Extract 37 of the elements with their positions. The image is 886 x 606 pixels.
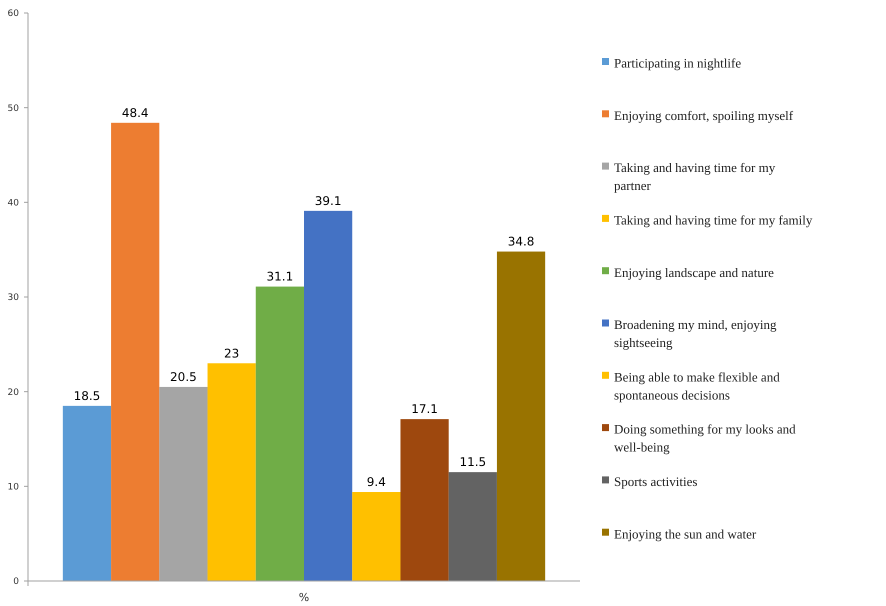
legend-label: Enjoying the sun and water <box>614 526 757 542</box>
data-label: 20.5 <box>170 370 197 384</box>
bar <box>448 472 497 581</box>
legend-label: Taking and having time for my family <box>614 212 813 228</box>
legend-label: Sports activities <box>614 474 698 489</box>
y-tick-label: 40 <box>8 198 20 208</box>
data-label: 48.4 <box>122 106 149 120</box>
x-tick-label: % <box>298 591 310 604</box>
bar <box>400 419 449 581</box>
y-tick-label: 0 <box>13 577 20 588</box>
bar <box>62 406 112 581</box>
legend-label: Participating in nightlife <box>614 56 742 71</box>
y-tick-label: 20 <box>8 388 20 398</box>
y-tick-label: 30 <box>8 293 20 304</box>
data-label: 34.8 <box>508 234 534 249</box>
y-tick-label: 60 <box>8 9 20 20</box>
data-label: 9.4 <box>366 475 386 490</box>
data-label: 18.5 <box>74 388 100 403</box>
bar <box>208 363 256 581</box>
bar <box>352 492 400 581</box>
legend-label: Doing something for my looks and well-being <box>614 422 796 455</box>
legend-label: Enjoying comfort, spoiling myself <box>614 108 794 123</box>
legend-label: Enjoying landscape and nature <box>614 264 774 280</box>
bar <box>304 210 352 581</box>
legend-label: Being able to make flexible and spontaneous decisions <box>614 369 780 402</box>
data-label: 23 <box>224 346 240 360</box>
legend-label: Broadening my mind, enjoying sightseeing <box>614 317 777 350</box>
y-tick-label: 50 <box>8 104 20 114</box>
data-label: 39.1 <box>314 194 342 208</box>
bar <box>111 122 160 581</box>
data-label: 31.1 <box>266 270 294 284</box>
data-label: 17.1 <box>411 402 438 416</box>
data-label: 11.5 <box>459 455 486 470</box>
bar <box>256 286 304 581</box>
y-tick-label: 10 <box>8 482 20 492</box>
legend-label: Taking and having time for my partner <box>614 160 776 194</box>
bar <box>496 252 546 581</box>
